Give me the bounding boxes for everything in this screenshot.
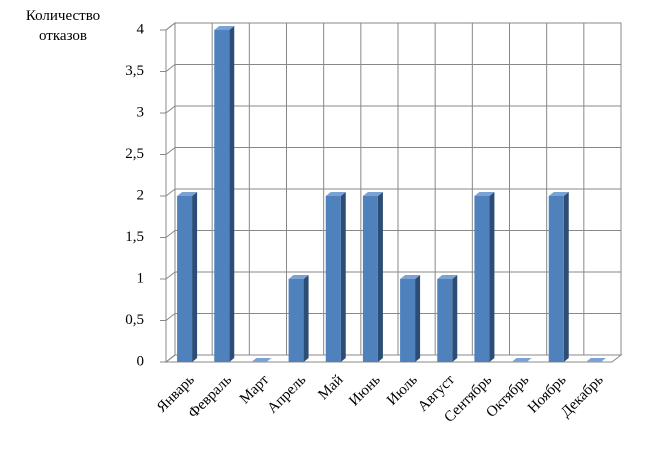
bar-top — [585, 358, 606, 362]
bar-front — [437, 279, 453, 362]
bar-top — [288, 275, 309, 279]
bar-front — [177, 196, 193, 362]
bar-top — [400, 275, 421, 279]
bar — [362, 192, 383, 362]
bar-top — [362, 192, 383, 196]
bar-top — [474, 192, 495, 196]
bar-side — [452, 275, 458, 362]
y-axis-label: Количество отказов — [25, 8, 101, 44]
bar — [177, 192, 198, 362]
bar-front — [362, 196, 378, 362]
bar-front — [325, 196, 341, 362]
grid-line — [165, 64, 621, 72]
grid-line — [165, 105, 621, 114]
bar-front — [214, 30, 230, 362]
bar-side — [229, 26, 235, 362]
grid-line — [165, 22, 621, 31]
y-tick-label: 2,5 — [125, 146, 144, 162]
bar-side — [377, 192, 383, 362]
bar-top — [548, 192, 569, 196]
bar-side — [489, 192, 495, 362]
grid-line — [165, 147, 621, 155]
bar — [585, 358, 606, 362]
bar-side — [303, 275, 309, 362]
bar-top — [177, 192, 198, 196]
y-tick-label: 3,5 — [125, 63, 144, 79]
bar-front — [288, 279, 304, 362]
y-tick-label: 1 — [137, 270, 145, 286]
bar-side — [563, 192, 569, 362]
bar-side — [415, 275, 421, 362]
y-tick-label: 3 — [137, 104, 145, 120]
bar — [251, 358, 272, 362]
x-tick-label: Апрель — [265, 372, 310, 417]
x-tick-label: Май — [315, 372, 346, 403]
grid-line — [165, 271, 621, 280]
x-tick-label: Июнь — [346, 372, 384, 410]
grid-line — [165, 313, 621, 321]
bar-top — [437, 275, 458, 279]
bar — [437, 275, 458, 362]
bar-top — [325, 192, 346, 196]
y-tick-label: 4 — [137, 21, 145, 37]
y-tick-label: 0 — [137, 353, 145, 369]
bar-front — [474, 196, 490, 362]
bar — [474, 192, 495, 362]
bar-top — [511, 358, 532, 362]
bar-top — [251, 358, 272, 362]
bar — [325, 192, 346, 362]
bar-top — [214, 26, 235, 30]
bar — [511, 358, 532, 362]
bar — [548, 192, 569, 362]
bar — [214, 26, 235, 362]
grid-line — [165, 230, 621, 238]
grid-line — [165, 354, 621, 363]
y-tick-label: 0,5 — [125, 312, 144, 328]
bar-side — [340, 192, 346, 362]
bar — [288, 275, 309, 362]
bar — [400, 275, 421, 362]
grid-line — [165, 188, 621, 197]
bar-front — [548, 196, 564, 362]
bar-front — [400, 279, 416, 362]
y-tick-label: 2 — [137, 187, 145, 203]
bar-side — [192, 192, 198, 362]
y-tick-label: 1,5 — [125, 229, 144, 245]
